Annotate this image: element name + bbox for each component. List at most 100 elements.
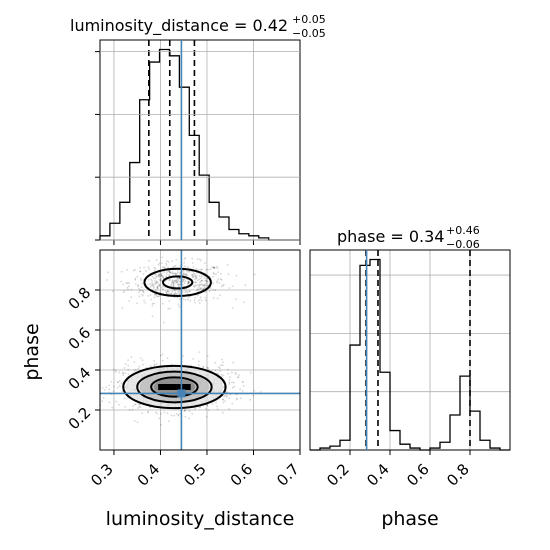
scatter-point [176,296,179,299]
scatter-point [229,376,231,379]
scatter-point [234,298,237,301]
scatter-point [179,412,182,415]
scatter-point [213,266,216,269]
scatter-point [174,264,177,267]
scatter-point [168,292,171,295]
scatter-point [204,279,207,282]
scatter-point [191,274,194,276]
scatter-point [187,282,189,285]
scatter-point [121,390,124,393]
scatter-point [197,360,200,363]
scatter-point [222,361,224,364]
density-contour [122,364,227,410]
scatter-point [175,272,177,275]
scatter-point [122,374,125,376]
scatter-point [222,284,224,287]
scatter-point [130,288,133,291]
scatter-point [212,282,215,285]
scatter-point [175,280,178,283]
scatter-point [205,282,208,285]
scatter-point [171,272,174,275]
scatter-point [172,272,175,275]
scatter-point [202,284,205,287]
scatter-point [172,284,175,287]
scatter-point [137,284,140,287]
scatter-point [236,376,239,379]
scatter-point [131,408,134,411]
scatter-point [139,357,142,359]
scatter-point [196,283,199,286]
scatter-point [219,370,222,372]
scatter-point [112,368,115,371]
scatter-point [199,288,202,290]
scatter-point [186,271,189,273]
scatter-point [220,373,223,376]
scatter-point [182,270,185,272]
scatter-point [204,299,207,302]
scatter-point [159,272,162,274]
density-contour [162,275,194,290]
scatter-point [225,396,228,398]
scatter-point [216,405,218,408]
scatter-point [185,290,188,293]
scatter-point [182,291,184,293]
scatter-point [239,397,242,400]
scatter-point [195,267,198,270]
scatter-point [158,295,160,298]
panel-frame [309,249,511,451]
scatter-point [162,321,165,324]
scatter-point [163,411,166,414]
scatter-point [156,287,159,290]
scatter-point [147,266,150,269]
scatter-point [174,272,176,275]
x-axis-label-luminosity-distance: luminosity_distance [106,508,295,530]
scatter-point [139,270,142,273]
scatter-point [155,282,158,285]
scatter-point [143,299,146,302]
scatter-point [148,259,150,262]
scatter-point [197,288,200,291]
scatter-point [206,366,209,369]
scatter-point [157,282,159,284]
scatter-point [215,281,218,284]
scatter-point [157,295,160,298]
scatter-point [208,290,211,292]
scatter-point [162,276,165,279]
x-tick-label: 0.7 [273,460,303,490]
scatter-point [160,275,163,277]
scatter-point [172,279,174,282]
scatter-point [236,397,238,400]
scatter-point [202,288,205,290]
density-contour [150,376,199,398]
scatter-point [154,277,157,280]
scatter-point [128,300,131,302]
scatter-point [198,285,201,287]
scatter-point [167,266,170,269]
phase-title-minus: −0.06 [446,238,480,251]
scatter-point [137,285,139,287]
scatter-point [172,283,175,286]
scatter-point [182,298,185,300]
scatter-point [187,281,190,283]
scatter-point [228,397,231,399]
scatter-point [192,275,195,277]
scatter-point [137,407,139,409]
scatter-point [188,410,191,413]
scatter-point [184,265,186,268]
scatter-point [154,293,157,296]
scatter-point [231,386,234,389]
scatter-point [220,285,223,288]
scatter-point [214,369,217,372]
scatter-point [198,351,201,353]
scatter-point [179,277,182,280]
scatter-point [219,294,221,296]
scatter-point [152,284,154,287]
scatter-point [142,291,145,294]
scatter-point [188,281,190,284]
scatter-point [167,261,170,263]
scatter-point [140,277,142,280]
scatter-point [165,275,168,278]
scatter-point [193,299,196,302]
scatter-point [184,280,187,283]
